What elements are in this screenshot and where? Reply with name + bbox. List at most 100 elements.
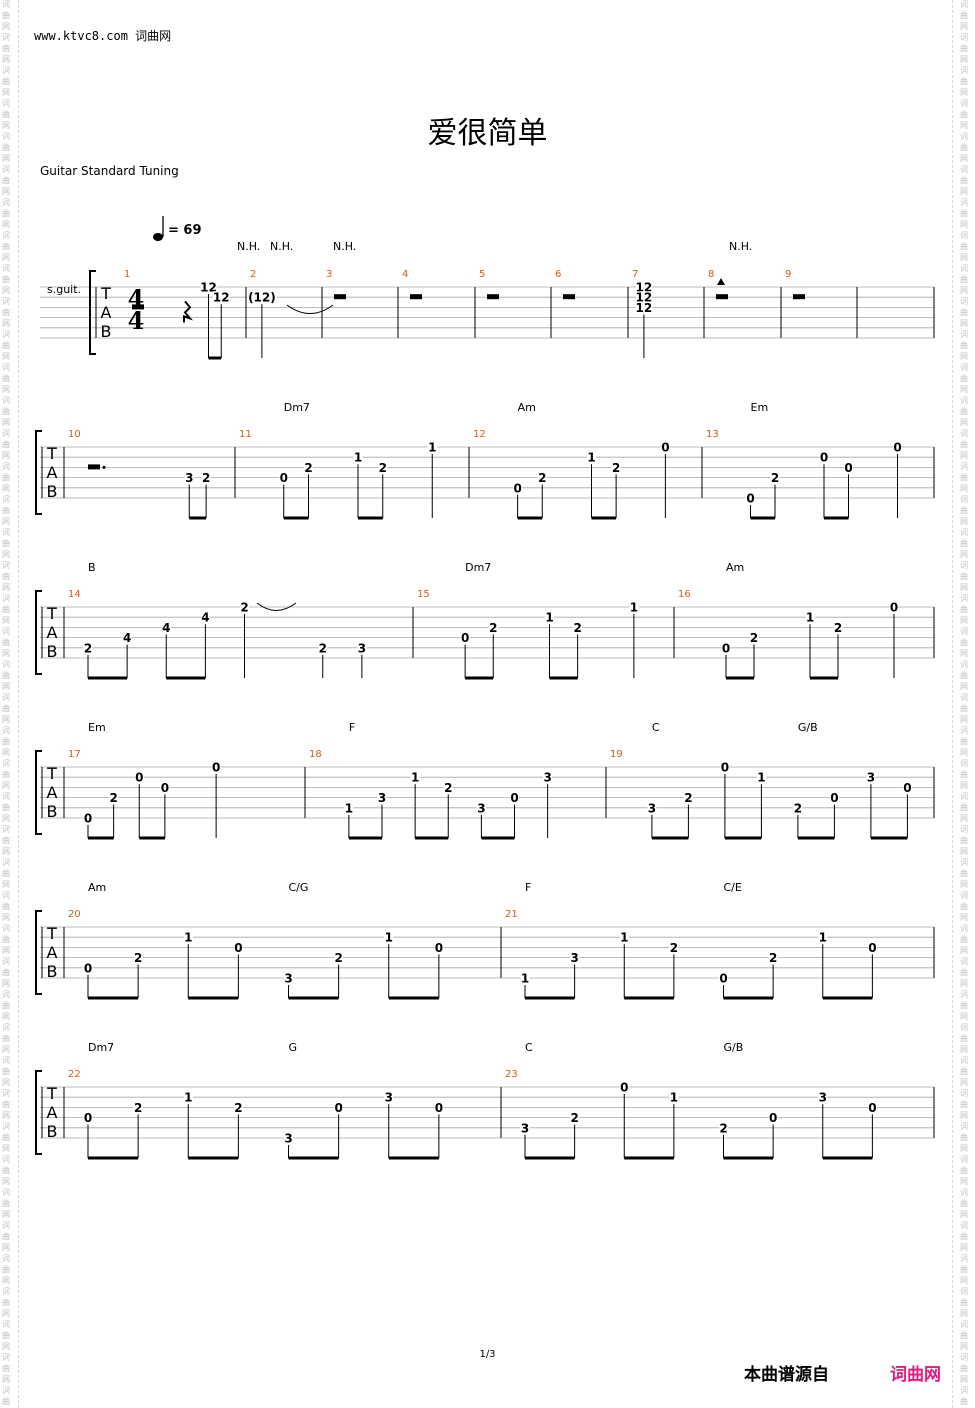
watermark-glyph: 网 [2, 451, 10, 460]
watermark-glyph: 词 [2, 33, 10, 42]
watermark-glyph: 词 [2, 1188, 10, 1197]
chord-name: C [652, 721, 660, 734]
harmonic-mark: N.H. [270, 240, 293, 253]
watermark-glyph: 网 [960, 550, 968, 559]
fret-bg [334, 1101, 344, 1114]
fret-bg [184, 471, 194, 484]
watermark-glyph: 网 [960, 154, 968, 163]
fret-bg [353, 451, 363, 464]
watermark-glyph: 网 [2, 616, 10, 625]
watermark-glyph: 曲 [960, 704, 968, 713]
watermark-glyph: 曲 [960, 1199, 968, 1208]
fret-number: 0 [769, 1111, 777, 1125]
fret-bg [443, 781, 453, 794]
fret-number: 1 [819, 931, 827, 945]
tie-arc [256, 602, 297, 611]
chord-name: Em [751, 401, 769, 414]
watermark-glyph: 网 [960, 814, 968, 823]
fret-number: 0 [435, 1101, 443, 1115]
fret-number: 0 [661, 441, 669, 455]
fret-number: 2 [304, 461, 312, 475]
fret-number: 3 [570, 951, 578, 965]
watermark-glyph: 词 [2, 858, 10, 867]
watermark-glyph: 词 [2, 198, 10, 207]
watermark-glyph: 网 [2, 517, 10, 526]
time-sig-top: 4 [128, 284, 145, 313]
bar-number: 2 [250, 269, 256, 280]
watermark-glyph: 词 [2, 561, 10, 570]
fret-bg [756, 771, 766, 784]
watermark-glyph: 曲 [2, 1166, 10, 1175]
fret-number: 0 [820, 451, 828, 465]
fret-bg [721, 641, 731, 654]
watermark-glyph: 词 [2, 1386, 10, 1395]
watermark-glyph: 词 [960, 858, 968, 867]
watermark-glyph: 曲 [2, 1199, 10, 1208]
fret-number: 2 [670, 941, 678, 955]
fret-number: 1 [521, 972, 529, 986]
chord-name: Dm7 [465, 561, 491, 574]
bar-number: 22 [68, 1069, 81, 1080]
watermark-right: 词曲网词曲网词曲网词曲网词曲网词曲网词曲网词曲网词曲网词曲网词曲网词曲网词曲网词… [960, 0, 972, 1408]
watermark-glyph: 曲 [2, 77, 10, 86]
watermark-glyph: 曲 [960, 176, 968, 185]
watermark-glyph: 词 [2, 1254, 10, 1263]
watermark-glyph: 曲 [960, 473, 968, 482]
watermark-glyph: 曲 [960, 671, 968, 680]
watermark-glyph: 网 [2, 253, 10, 262]
watermark-glyph: 网 [960, 1309, 968, 1318]
fret-number: 2 [573, 621, 581, 635]
watermark-glyph: 网 [960, 1243, 968, 1252]
bar-number: 1 [124, 269, 130, 280]
watermark-glyph: 网 [2, 1078, 10, 1087]
fret-number: 2 [570, 1111, 578, 1125]
fret-bg [384, 931, 394, 944]
fret-number: 1 [385, 931, 393, 945]
watermark-glyph: 词 [2, 396, 10, 405]
watermark-glyph: 词 [2, 429, 10, 438]
watermark-glyph: 词 [960, 330, 968, 339]
watermark-glyph: 网 [2, 352, 10, 361]
watermark-glyph: 曲 [960, 1397, 968, 1406]
watermark-glyph: 网 [960, 748, 968, 757]
watermark-glyph: 曲 [960, 1364, 968, 1373]
tab-clef-letter: B [47, 962, 58, 981]
fret-bg [510, 791, 519, 804]
bar-number: 8 [708, 269, 714, 280]
fret-bg [200, 281, 217, 293]
fret-bg [246, 291, 277, 304]
chord-name: Dm7 [88, 1041, 114, 1054]
watermark-glyph: 网 [2, 682, 10, 691]
watermark-glyph: 词 [2, 1353, 10, 1362]
fret-number: 1 [428, 441, 436, 455]
fret-bg [537, 471, 547, 484]
instrument-label: s.guit. [47, 283, 81, 296]
fret-bg [357, 641, 367, 654]
watermark-glyph: 词 [2, 297, 10, 306]
fret-number: 0 [461, 631, 469, 645]
watermark-glyph: 曲 [2, 1232, 10, 1241]
watermark-glyph: 曲 [960, 374, 968, 383]
watermark-glyph: 网 [2, 715, 10, 724]
time-sig-bottom: 4 [128, 306, 145, 335]
watermark-glyph: 曲 [960, 836, 968, 845]
watermark-glyph: 曲 [2, 341, 10, 350]
fret-bg [284, 972, 293, 984]
fret-bg [647, 801, 657, 814]
watermark-glyph: 网 [2, 847, 10, 856]
fret-number: 2 [684, 791, 692, 805]
fret-number: 4 [123, 631, 131, 645]
watermark-glyph: 曲 [960, 803, 968, 812]
chord-name: Em [88, 721, 106, 734]
fret-bg [818, 1091, 828, 1104]
watermark-glyph: 网 [960, 1177, 968, 1186]
watermark-glyph: 网 [960, 1276, 968, 1285]
tab-clef-letter: T [46, 924, 57, 943]
bar-number: 7 [632, 269, 638, 280]
fret-bg [233, 941, 243, 954]
tab-clef-letter: T [46, 604, 57, 623]
fret-number: 1 [587, 451, 595, 465]
watermark-glyph: 网 [960, 1144, 968, 1153]
rest-mark [793, 294, 805, 300]
fret-bg [570, 951, 580, 964]
